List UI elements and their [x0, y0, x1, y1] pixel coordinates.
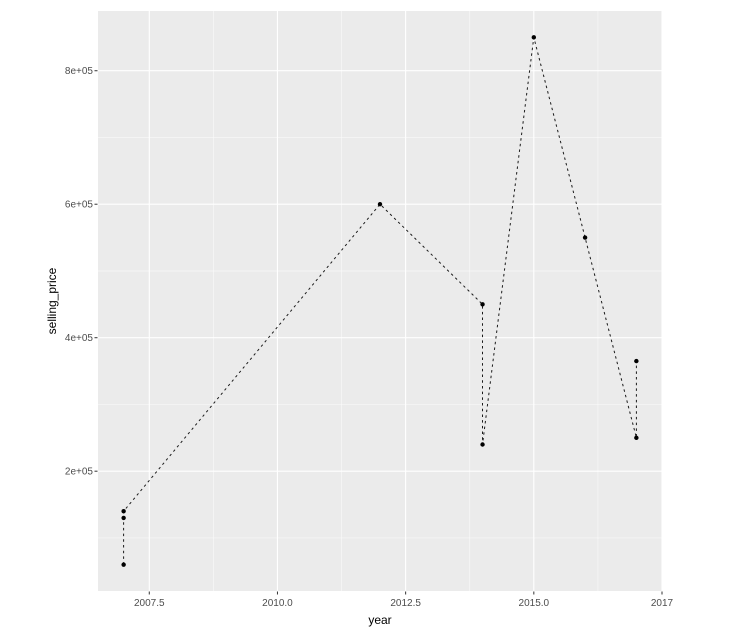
- x-tick-label: 2015.0: [519, 598, 550, 609]
- data-point: [480, 302, 485, 307]
- x-tick-label: 2010.0: [262, 598, 293, 609]
- data-point: [121, 562, 126, 567]
- x-tick-label: 2017: [651, 598, 674, 609]
- data-point: [121, 509, 126, 514]
- data-point: [121, 515, 126, 521]
- y-axis-title: selling_price: [45, 267, 59, 335]
- panel-background: [98, 11, 662, 591]
- y-tick-label: 4e+05: [65, 333, 94, 344]
- x-tick-label: 2012.5: [390, 598, 421, 609]
- y-tick-label: 6e+05: [65, 200, 94, 211]
- data-point: [582, 235, 588, 240]
- data-point: [377, 202, 383, 207]
- x-axis-title: year: [368, 613, 392, 627]
- y-tick-label: 2e+05: [65, 467, 94, 478]
- data-point: [531, 35, 537, 40]
- x-tick-label: 2007.5: [134, 598, 165, 609]
- y-tick-label: 8e+05: [65, 66, 94, 77]
- data-point: [634, 358, 639, 364]
- data-point: [480, 442, 485, 447]
- data-point: [634, 435, 639, 441]
